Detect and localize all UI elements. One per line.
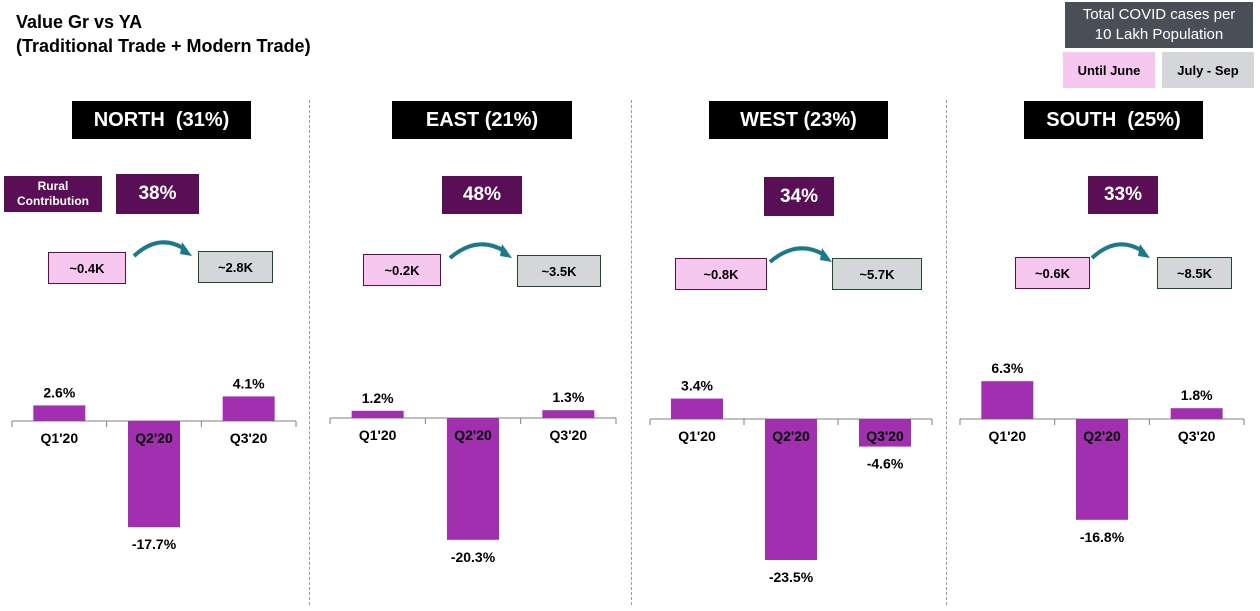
data-label-south-2: -16.8% xyxy=(1080,529,1125,545)
category-label-north-2: Q2'20 xyxy=(135,430,173,446)
bar-west-2 xyxy=(765,419,817,560)
data-label-west-1: 3.4% xyxy=(681,378,713,394)
cases-june-west: ~0.8K xyxy=(675,258,767,290)
rural-value-west: 34% xyxy=(764,177,834,216)
data-label-north-3: 4.1% xyxy=(233,375,265,391)
rural-value-south: 33% xyxy=(1088,176,1158,214)
region-label-south: SOUTH (25%) xyxy=(1024,101,1203,139)
arrow-icon xyxy=(1090,242,1150,260)
bar-north-3 xyxy=(222,396,275,421)
cases-sep-east: ~3.5K xyxy=(517,255,601,287)
region-label-north: NORTH (31%) xyxy=(72,101,251,139)
cases-june-south: ~0.6K xyxy=(1015,257,1090,289)
category-label-south-2: Q2'20 xyxy=(1083,428,1121,444)
data-label-south-3: 1.8% xyxy=(1181,387,1213,403)
category-label-south-1: Q1'20 xyxy=(989,428,1027,444)
data-label-south-1: 6.3% xyxy=(991,360,1023,376)
region-divider xyxy=(631,100,632,605)
category-label-west-1: Q1'20 xyxy=(678,428,716,444)
bar-south-1 xyxy=(981,381,1034,419)
data-label-west-2: -23.5% xyxy=(769,569,814,585)
rural-label-line1: Rural xyxy=(37,179,69,193)
bar-east-3 xyxy=(542,410,595,418)
rural-contribution-label: Rural Contribution xyxy=(4,176,102,212)
bar-west-3 xyxy=(859,419,911,447)
data-label-east-3: 1.3% xyxy=(552,389,584,405)
cases-june-north: ~0.4K xyxy=(48,252,126,284)
legend-until-june: Until June xyxy=(1063,52,1155,88)
data-label-north-1: 2.6% xyxy=(43,384,75,400)
arrow-icon xyxy=(768,246,832,264)
cases-june-east: ~0.2K xyxy=(363,254,441,286)
covid-legend-line2: 10 Lakh Population xyxy=(1094,26,1224,43)
region-label-west: WEST (23%) xyxy=(709,101,888,139)
data-label-east-1: 1.2% xyxy=(362,390,394,406)
arrow-icon xyxy=(132,240,192,258)
rural-label-line2: Contribution xyxy=(17,194,89,208)
bar-north-1 xyxy=(33,405,86,421)
covid-legend-title: Total COVID cases per 10 Lakh Population xyxy=(1065,2,1253,48)
bar-south-3 xyxy=(1170,408,1223,419)
legend-july-sep: July - Sep xyxy=(1162,52,1254,88)
rural-value-east: 48% xyxy=(442,176,522,214)
arrow-icon xyxy=(448,242,512,260)
chart-title-line1: Value Gr vs YA xyxy=(16,12,143,32)
data-label-east-2: -20.3% xyxy=(451,549,496,565)
data-label-north-2: -17.7% xyxy=(132,536,177,552)
region-divider xyxy=(309,100,310,605)
bar-south-2 xyxy=(1076,419,1128,520)
covid-legend-line1: Total COVID cases per xyxy=(1082,6,1236,23)
chart-title: Value Gr vs YA (Traditional Trade + Mode… xyxy=(16,10,311,58)
region-divider xyxy=(946,100,947,605)
category-label-east-1: Q1'20 xyxy=(359,427,397,443)
category-label-west-3: Q3'20 xyxy=(866,428,904,444)
bar-north-2 xyxy=(128,421,180,528)
chart-title-line2: (Traditional Trade + Modern Trade) xyxy=(16,36,311,56)
rural-value-north: 38% xyxy=(116,174,199,214)
cases-sep-west: ~5.7K xyxy=(832,258,922,290)
category-label-south-3: Q3'20 xyxy=(1178,428,1216,444)
category-label-east-3: Q3'20 xyxy=(550,427,588,443)
region-label-east: EAST (21%) xyxy=(392,101,572,139)
cases-sep-south: ~8.5K xyxy=(1157,257,1232,289)
cases-sep-north: ~2.8K xyxy=(198,251,273,283)
data-label-west-3: -4.6% xyxy=(867,456,904,472)
bar-east-2 xyxy=(447,418,499,540)
category-label-north-3: Q3'20 xyxy=(230,430,268,446)
category-label-east-2: Q2'20 xyxy=(454,427,492,443)
bar-east-1 xyxy=(351,410,404,418)
bar-west-1 xyxy=(671,398,723,419)
category-label-west-2: Q2'20 xyxy=(772,428,810,444)
category-label-north-1: Q1'20 xyxy=(41,430,79,446)
